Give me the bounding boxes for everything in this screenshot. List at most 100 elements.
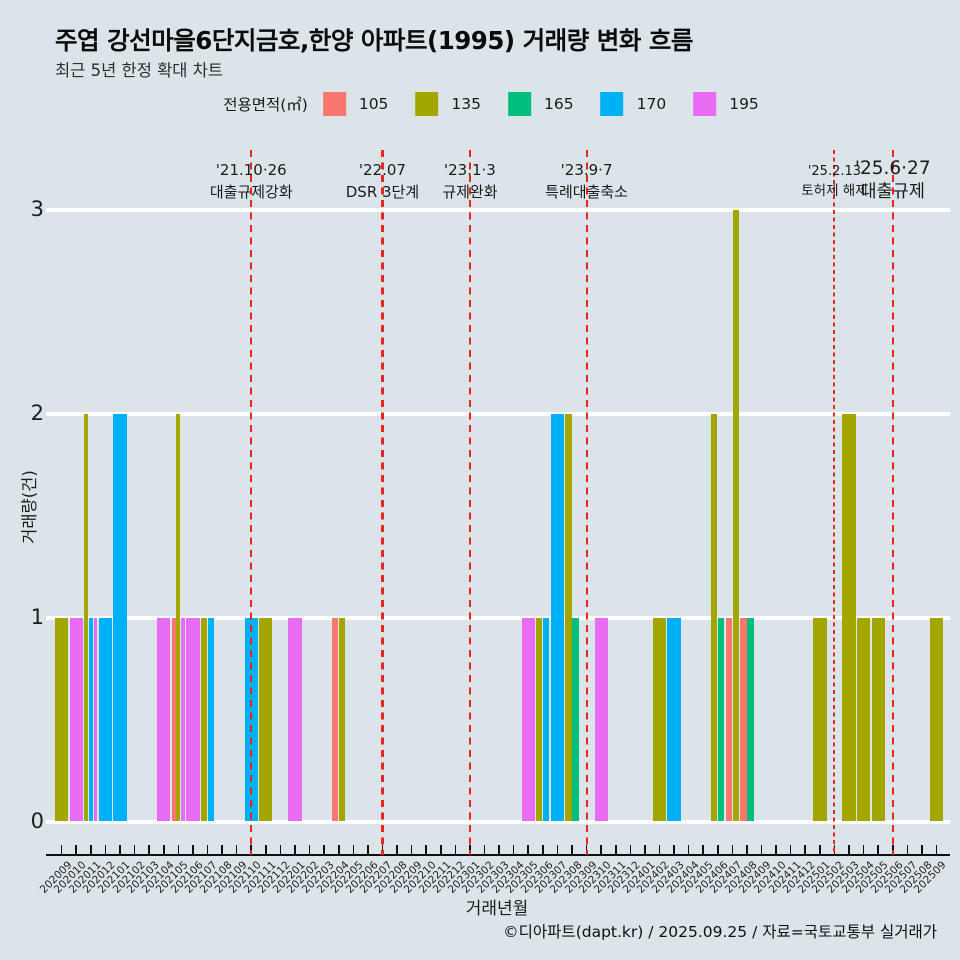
x-axis-tick <box>337 845 340 855</box>
bar-202504-135 <box>856 618 871 821</box>
legend-value-label: 195 <box>729 95 759 113</box>
x-axis-tick <box>804 845 807 855</box>
legend-item-170: 170 <box>600 92 667 116</box>
x-axis-tick <box>498 845 500 855</box>
x-axis-tick <box>658 845 661 855</box>
legend-item-135: 135 <box>415 92 481 116</box>
event-label: 토허제 해제 <box>801 183 868 199</box>
y-tick-label: 3 <box>30 197 44 221</box>
bar-202107-170 <box>207 618 215 821</box>
x-axis-tick <box>104 845 107 855</box>
x-axis-tick <box>410 845 413 855</box>
x-axis-tick <box>396 845 398 855</box>
event-date: '21.10·26 <box>215 161 287 179</box>
x-axis-tick <box>367 845 369 855</box>
event-line-202309 <box>585 150 588 855</box>
grid-line-y0 <box>46 820 950 824</box>
bar-202408-105 <box>740 618 747 821</box>
legend: 전용면적(㎡) 105 135 165 170 195 <box>223 92 773 116</box>
event-date: '25.6·27 <box>854 158 931 179</box>
x-axis-tick <box>760 845 763 855</box>
grid-line-y2 <box>46 412 950 416</box>
x-axis-title: 거래년월 <box>465 899 529 919</box>
bar-202204-105 <box>332 618 339 821</box>
legend-swatch-165 <box>508 92 532 116</box>
x-axis-tick <box>162 845 165 855</box>
x-axis-tick <box>600 845 602 855</box>
legend-swatch-195 <box>693 92 717 116</box>
x-axis-tick <box>571 845 573 855</box>
x-axis-tick <box>789 845 792 855</box>
x-axis-tick <box>60 845 63 855</box>
bar-202402-135 <box>652 618 667 821</box>
bar-202307-170 <box>550 414 565 821</box>
event-label: 규제완화 <box>442 183 498 201</box>
bar-202501-135 <box>813 618 827 821</box>
bar-202403-170 <box>667 618 681 821</box>
x-axis-tick <box>921 845 923 855</box>
legend-swatch-135 <box>415 92 439 116</box>
bar-202105-105 <box>171 618 176 821</box>
event-line-202506 <box>891 150 894 855</box>
x-axis-tick <box>90 845 92 855</box>
x-axis-tick <box>935 845 938 855</box>
x-axis-tick <box>673 845 675 855</box>
event-line-202207 <box>381 150 384 855</box>
x-axis-tick <box>542 845 544 855</box>
grid-line-y1 <box>46 616 950 620</box>
x-axis-tick <box>775 845 777 855</box>
y-tick-label: 2 <box>30 401 44 425</box>
x-axis-tick <box>687 845 690 855</box>
x-axis-tick <box>177 845 180 855</box>
legend-swatch-170 <box>600 92 624 116</box>
x-axis-tick <box>75 845 78 855</box>
legend-swatch-105 <box>322 92 346 116</box>
bar-202503-135 <box>842 414 856 821</box>
bar-202308-135 <box>565 414 572 821</box>
bar-202105-195 <box>181 618 185 821</box>
x-axis-tick <box>221 845 223 855</box>
legend-value-label: 170 <box>636 95 667 113</box>
legend-value-label: 165 <box>544 95 574 113</box>
x-axis-tick <box>629 845 632 855</box>
event-line-202301 <box>468 150 472 855</box>
bar-202310-195 <box>594 618 608 821</box>
bar-202204-135 <box>339 618 346 821</box>
bar-202105-135 <box>176 414 181 821</box>
x-axis-tick <box>483 845 486 855</box>
x-axis-tick <box>279 845 282 855</box>
legend-item-165: 165 <box>508 92 574 116</box>
bar-202010-195 <box>69 618 83 821</box>
legend-value-label: 135 <box>451 95 482 113</box>
x-axis-tick <box>235 845 238 855</box>
bar-202101-170 <box>113 414 127 821</box>
x-axis-tick <box>352 845 355 855</box>
legend-value-label: 105 <box>358 95 389 113</box>
bar-202406-135 <box>711 414 718 821</box>
x-axis-line <box>46 854 950 856</box>
y-tick-label: 0 <box>30 809 44 833</box>
bar-202011-170 <box>88 618 93 821</box>
x-axis-tick <box>644 845 646 855</box>
x-axis-tick <box>527 845 530 855</box>
x-axis-tick <box>119 845 121 855</box>
event-line-202110 <box>250 150 253 855</box>
x-axis-tick <box>862 845 865 855</box>
x-axis-tick <box>906 845 909 855</box>
bar-202407-135 <box>732 210 740 821</box>
event-label: 대출규제강화 <box>209 183 293 201</box>
bar-202104-195 <box>157 618 171 821</box>
event-date: '22.07 <box>358 161 406 179</box>
page-title: 주엽 강선마을6단지금호,한양 아파트(1995) 거래량 변화 흐름 <box>55 26 693 55</box>
event-label: 대출규제 <box>860 182 925 202</box>
bar-202308-165 <box>572 618 579 821</box>
event-date: '25.2.13 <box>807 164 862 179</box>
x-axis-tick <box>265 845 267 855</box>
bar-202011-195 <box>93 618 98 821</box>
x-axis-tick <box>717 845 719 855</box>
x-axis-tick <box>702 845 704 855</box>
bar-202305-195 <box>521 618 535 821</box>
x-axis-tick <box>819 845 821 855</box>
bar-202505-135 <box>871 618 885 821</box>
